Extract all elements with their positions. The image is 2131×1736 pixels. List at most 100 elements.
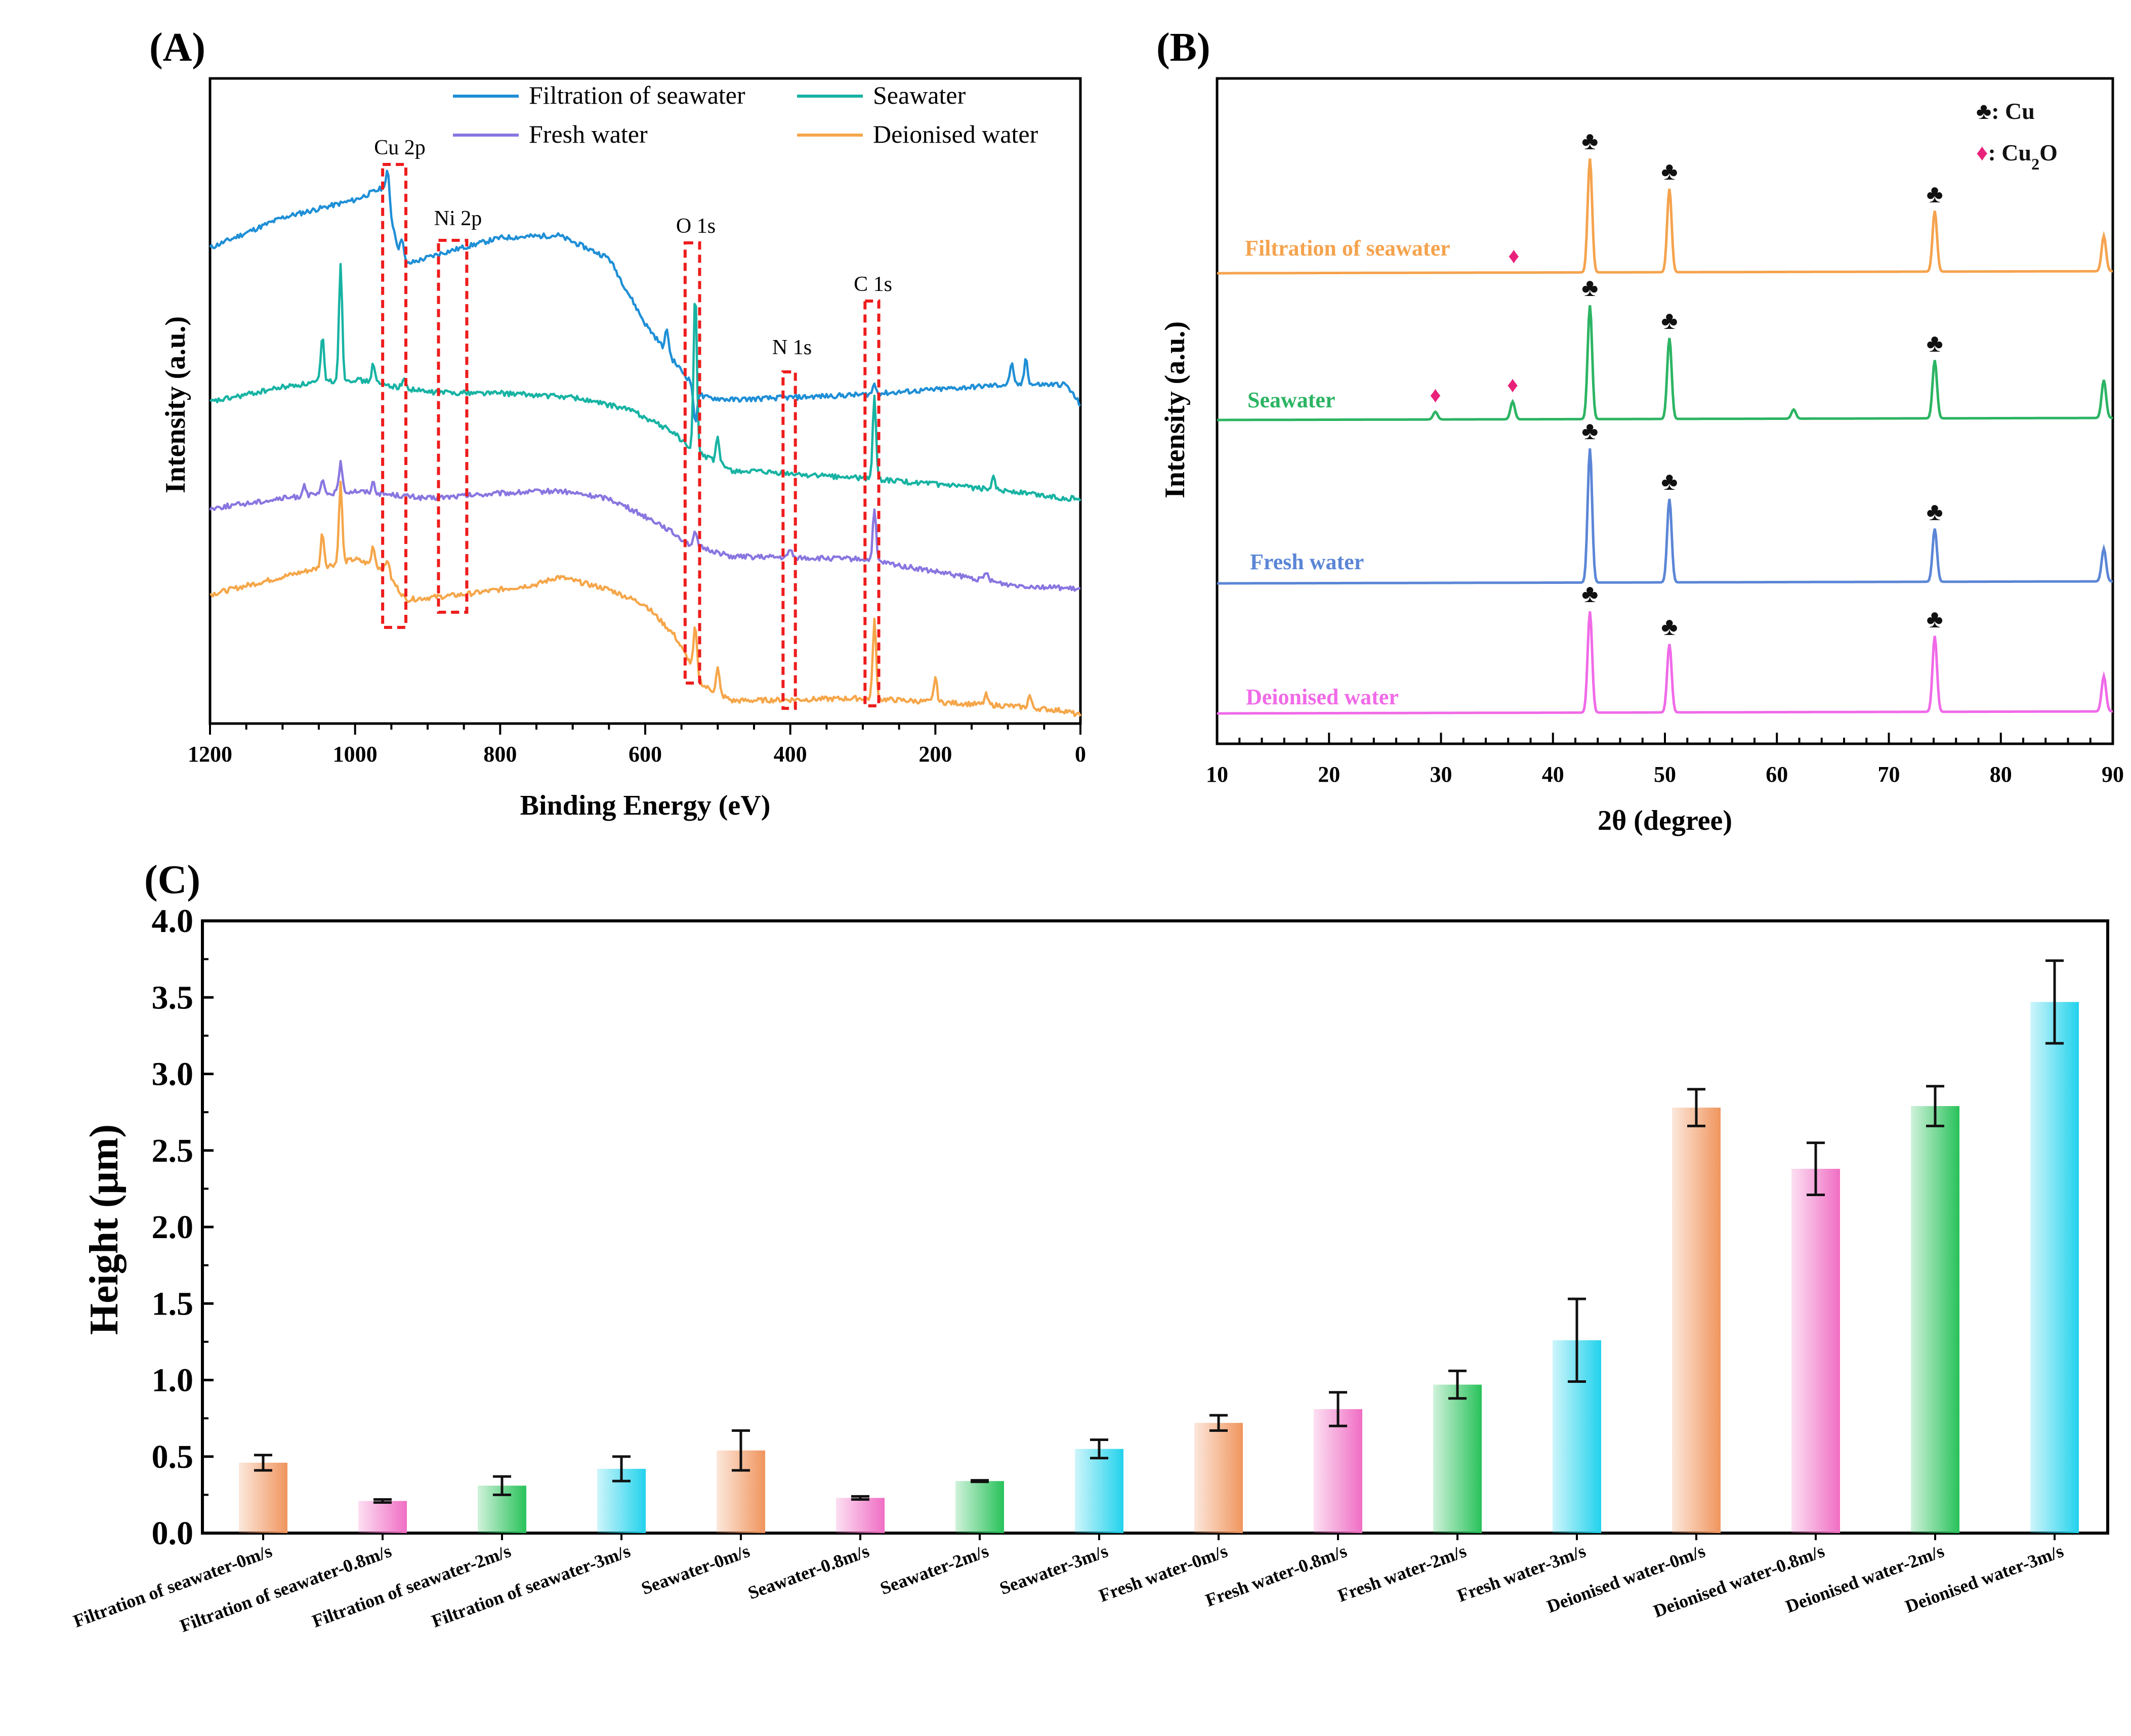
panel-a-legend-entry: Fresh water (529, 120, 648, 148)
panel-b-cu2o-marker: ♦ (1508, 243, 1519, 268)
panel-c-category-label: Seawater-3m/s (997, 1541, 1111, 1598)
panel-b-cu-marker: ♣ (1927, 329, 1943, 357)
panel-b-cu2o-marker: ♦ (1430, 383, 1441, 407)
panel-b-xtick-label: 70 (1878, 762, 1900, 787)
panel-a-legend-entry: Seawater (873, 81, 966, 109)
panel-c-bar (1314, 1409, 1362, 1533)
panel-c-ytick-label: 2.0 (152, 1209, 194, 1246)
panel-b: (B) 10 20 30 40 50 60 70 80 90 ♣ ♣ ♣ ♦ ♣ ♣ ♣ ♦ ♦ ♣ ♣ ♣ ♣ ♣ ♣ F… (1156, 25, 2124, 836)
panel-c-bar (1433, 1384, 1482, 1533)
panel-a-annotation-label: Ni 2p (434, 207, 482, 230)
panel-c-bar (1075, 1449, 1123, 1533)
panel-a-frame (208, 77, 1082, 725)
panel-c-category-label: Filtration of seawater-2m/s (310, 1541, 514, 1631)
panel-c-ytick-label: 1.5 (152, 1285, 194, 1322)
panel-b-xtick-label: 80 (1990, 762, 2012, 787)
panel-c-category-label: Filtration of seawater-0m/s (71, 1541, 275, 1631)
panel-c-label: (C) (144, 858, 200, 902)
panel-c-bar (1911, 1106, 1959, 1533)
panel-a-series-line (210, 263, 1081, 502)
panel-c-ytick-label: 0.0 (152, 1515, 194, 1552)
panel-a-series-line (209, 170, 1081, 423)
panel-a-ylabel: Intensity (a.u.) (160, 316, 191, 493)
panel-b-xtick-label: 50 (1654, 762, 1676, 787)
panel-c-category-label: Filtration of seawater-0.8m/s (177, 1541, 394, 1636)
panel-b-series-label: Seawater (1247, 388, 1335, 412)
panel-a-annotation-box (437, 239, 469, 614)
panel-a-series-line (210, 481, 1082, 717)
panel-b-legend-entry: ♦: Cu2O (1976, 140, 2058, 173)
panel-c-bar (1672, 1108, 1721, 1533)
panel-a-xtick-label: 400 (774, 742, 807, 767)
panel-c-bar (955, 1481, 1004, 1533)
panel-c-bar (836, 1498, 885, 1533)
panel-c-category-label: Fresh water-2m/s (1335, 1541, 1469, 1606)
panel-b-series-label: Filtration of seawater (1245, 236, 1450, 261)
panel-b-cu-marker: ♣ (1661, 306, 1678, 334)
panel-c-category-label: Seawater-2m/s (878, 1541, 991, 1598)
panel-b-series-label: Deionised water (1246, 685, 1399, 709)
panel-b-series-line (1217, 158, 2113, 275)
panel-a-legend-entry: Filtration of seawater (529, 81, 745, 109)
panel-b-cu-marker: ♣ (1927, 497, 1943, 526)
panel-a-xlabel: Binding Energy (eV) (520, 790, 771, 821)
panel-b-cu-marker: ♣ (1661, 467, 1678, 495)
panel-a-annotation-box (381, 163, 408, 629)
panel-b-cu-marker: ♣ (1581, 273, 1598, 302)
panel-b-cu2o-marker: ♦ (1507, 372, 1518, 397)
panel-b-legend-entry: ♣: Cu (1976, 98, 2035, 124)
panel-b-series-label: Fresh water (1250, 549, 1364, 574)
panel-a: (A) 1200 1000 800 600 400 200 0 Cu 2p Ni 2p O 1s… (149, 25, 1086, 821)
panel-b-cu-marker: ♣ (1581, 126, 1598, 155)
panel-b-cu-marker: ♣ (1927, 180, 1943, 208)
panel-c-bar (358, 1501, 407, 1533)
panel-b-xlabel: 2θ (degree) (1598, 805, 1732, 836)
panel-b-cu-marker: ♣ (1581, 416, 1598, 445)
panel-c: (C) 0.0 0.5 1.0 1.5 2.0 2.5 3.0 3.5 4.0 Filtrati… (71, 858, 2109, 1636)
panel-b-xtick-label: 20 (1318, 762, 1340, 787)
panel-a-xtick-label: 200 (918, 742, 952, 767)
panel-a-xtick-label: 600 (629, 742, 662, 767)
panel-a-annotation-box (683, 241, 701, 685)
panel-a-series-line (209, 459, 1081, 592)
panel-a-xtick-label: 1200 (188, 742, 232, 767)
panel-c-category-label: Filtration of seawater-3m/s (429, 1541, 633, 1631)
panel-a-label: (A) (149, 25, 205, 70)
panel-c-bar (2030, 1002, 2079, 1533)
panel-a-annotation-box (781, 370, 797, 710)
panel-c-ytick-label: 1.0 (152, 1362, 194, 1399)
panel-a-legend-entry: Deionised water (873, 120, 1038, 148)
panel-a-annotation-box (863, 300, 881, 707)
panel-b-series-line (1217, 305, 2113, 421)
panel-b-cu-marker: ♣ (1581, 579, 1598, 608)
panel-c-bar (1791, 1169, 1840, 1533)
panel-c-ytick-label: 4.0 (152, 903, 194, 940)
panel-a-xtick-label: 800 (483, 742, 517, 767)
panel-b-cu-marker: ♣ (1661, 157, 1678, 185)
panel-c-ytick-label: 0.5 (152, 1438, 194, 1475)
panel-c-bar (1194, 1423, 1243, 1533)
panel-a-annotation-label: Cu 2p (374, 136, 426, 159)
panel-c-ytick-label: 2.5 (152, 1132, 194, 1169)
panel-c-bar (239, 1462, 287, 1533)
panel-b-cu-marker: ♣ (1661, 612, 1678, 641)
panel-c-category-label: Seawater-0.8m/s (745, 1541, 872, 1603)
panel-b-ylabel: Intensity (a.u.) (1159, 321, 1191, 498)
panel-c-ytick-label: 3.5 (152, 979, 194, 1016)
panel-a-annotation-label: C 1s (854, 273, 892, 296)
panel-c-ytick-label: 3.0 (152, 1056, 194, 1093)
panel-a-xtick-label: 1000 (333, 742, 378, 767)
panel-a-xtick-label: 0 (1075, 742, 1086, 767)
panel-a-annotation-label: N 1s (772, 336, 812, 359)
panel-b-series-line (1217, 448, 2113, 585)
panel-b-xtick-label: 90 (2102, 762, 2124, 787)
panel-c-category-label: Seawater-0m/s (639, 1541, 753, 1598)
panel-b-xtick-label: 60 (1766, 762, 1788, 787)
panel-b-cu-marker: ♣ (1927, 605, 1943, 633)
panel-c-ylabel: Height (μm) (82, 1124, 127, 1335)
panel-b-label: (B) (1156, 25, 1210, 70)
panel-b-xtick-label: 30 (1430, 762, 1452, 787)
panel-b-xtick-label: 10 (1206, 762, 1228, 787)
panel-b-series-line (1217, 611, 2113, 715)
